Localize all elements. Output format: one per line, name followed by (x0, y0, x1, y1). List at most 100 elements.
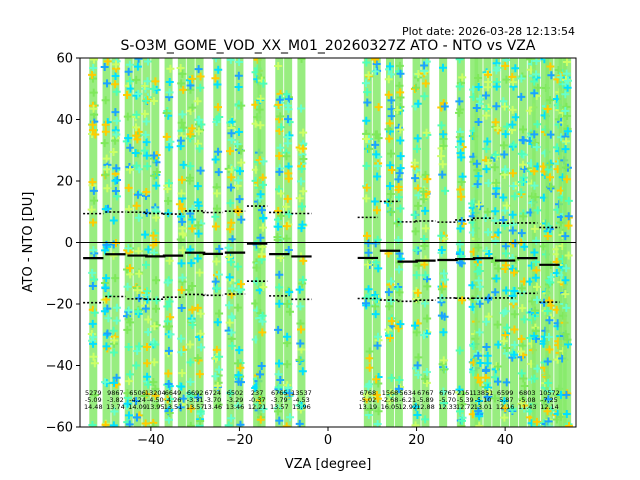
scatter-point (276, 189, 285, 198)
scatter-point (284, 162, 293, 171)
scatter-point (134, 213, 143, 222)
scatter-point (143, 77, 152, 86)
scatter-point (533, 83, 542, 92)
scatter-point (484, 228, 493, 237)
scatter-point (561, 232, 570, 241)
scatter-point (150, 171, 159, 180)
bin-count-label: 5279 (85, 389, 102, 397)
scatter-point (186, 392, 195, 401)
scatter-point (510, 192, 519, 201)
scatter-point (561, 276, 570, 285)
scatter-point (547, 71, 556, 80)
scatter-point (396, 88, 405, 97)
scatter-point (111, 136, 120, 145)
scatter-point (396, 164, 405, 173)
scatter-point (455, 346, 464, 355)
scatter-point (562, 390, 571, 399)
scatter-point (371, 67, 380, 76)
scatter-point (100, 139, 109, 148)
scatter-point (438, 170, 447, 179)
scatter-point (236, 363, 245, 372)
scatter-point (141, 304, 150, 313)
scatter-point (387, 112, 396, 121)
scatter-point (387, 277, 396, 286)
scatter-point (227, 258, 236, 267)
scatter-point (362, 135, 371, 144)
scatter-point (226, 183, 235, 192)
scatter-point (491, 150, 500, 159)
scatter-point (275, 167, 284, 176)
scatter-point (299, 155, 308, 164)
scatter-point (421, 374, 430, 383)
scatter-point (412, 328, 421, 337)
scatter-point (284, 115, 293, 124)
scatter-point (177, 334, 186, 343)
scatter-point (186, 162, 195, 171)
scatter-point (562, 58, 571, 67)
scatter-point (422, 367, 431, 376)
scatter-point (455, 58, 464, 64)
bin-std-label: 12.33 (438, 403, 457, 411)
scatter-point (164, 179, 173, 188)
bin-count-label: 6767 (417, 389, 434, 397)
scatter-point (112, 87, 121, 96)
scatter-point (275, 270, 284, 279)
scatter-column (131, 58, 144, 427)
scatter-point (112, 130, 121, 139)
scatter-point (151, 384, 160, 393)
scatter-point (166, 64, 175, 73)
scatter-point (123, 325, 132, 334)
scatter-point (475, 328, 484, 337)
scatter-point (517, 284, 526, 293)
scatter-point (255, 156, 264, 165)
scatter-point (151, 340, 160, 349)
scatter-point (176, 212, 185, 221)
scatter-point (194, 139, 203, 148)
scatter-point (394, 324, 403, 333)
scatter-point (275, 299, 284, 308)
scatter-point (125, 60, 134, 69)
scatter-point (438, 63, 447, 72)
scatter-point (481, 373, 490, 382)
bin-std-label: 13.46 (226, 403, 245, 411)
scatter-point (228, 235, 237, 244)
scatter-point (455, 407, 464, 416)
scatter-point (123, 90, 132, 99)
scatter-point (499, 141, 508, 150)
scatter-point (297, 325, 306, 334)
scatter-point (132, 201, 141, 210)
scatter-point (135, 269, 144, 278)
scatter-point (385, 119, 394, 128)
scatter-point (194, 229, 203, 238)
scatter-point (374, 407, 383, 416)
scatter-point (396, 136, 405, 145)
bin-count-label: 6599 (497, 389, 514, 397)
scatter-point (235, 346, 244, 355)
scatter-point (134, 247, 143, 256)
scatter-point (299, 256, 308, 265)
scatter-point (109, 348, 118, 357)
scatter-point (88, 420, 97, 427)
scatter-column (184, 58, 197, 427)
scatter-point (365, 354, 374, 363)
scatter-point (186, 377, 195, 386)
bin-mean-label: -5.08 (519, 396, 536, 404)
scatter-point (440, 399, 449, 408)
scatter-point (176, 403, 185, 412)
scatter-point (501, 62, 510, 71)
scatter-point (237, 215, 246, 224)
scatter-point (501, 307, 510, 316)
scatter-point (517, 149, 526, 158)
scatter-point (517, 347, 526, 356)
scatter-point (141, 419, 150, 427)
scatter-point (411, 227, 420, 236)
scatter-point (162, 109, 171, 118)
scatter-point (414, 201, 423, 210)
scatter-point (387, 149, 396, 158)
scatter-point (112, 316, 121, 325)
scatter-point (124, 306, 133, 315)
scatter-point (484, 159, 493, 168)
scatter-point (196, 329, 205, 338)
scatter-point (474, 407, 483, 416)
scatter-point (484, 295, 493, 304)
